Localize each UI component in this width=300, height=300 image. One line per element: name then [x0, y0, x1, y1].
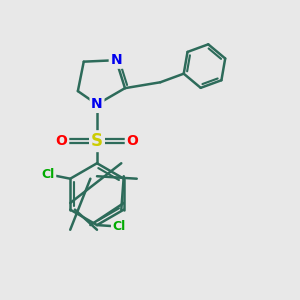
Text: S: S: [91, 132, 103, 150]
Text: O: O: [56, 134, 68, 148]
Text: Cl: Cl: [41, 168, 55, 181]
Text: N: N: [110, 53, 122, 67]
Text: O: O: [126, 134, 138, 148]
Text: N: N: [91, 98, 103, 111]
Text: Cl: Cl: [112, 220, 126, 233]
